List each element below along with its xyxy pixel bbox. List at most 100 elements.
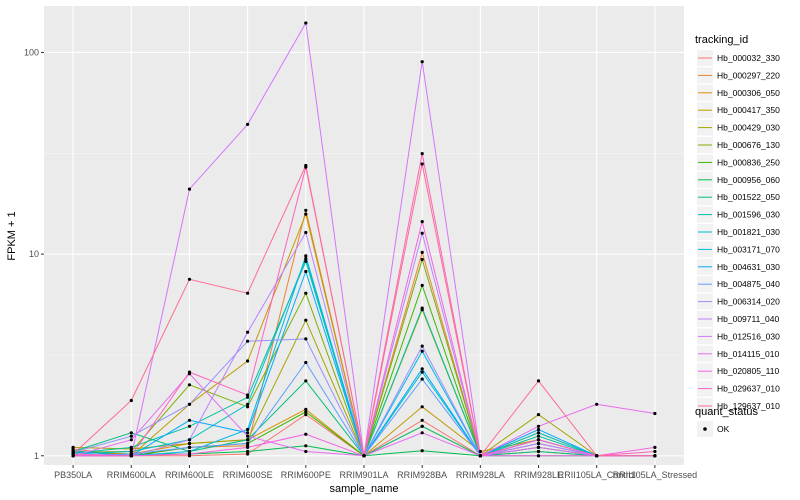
x-tick-label: RRIM928BA: [397, 470, 447, 480]
data-point: [304, 230, 308, 235]
x-tick-label: RRIM928LA: [456, 470, 505, 480]
data-point: [420, 250, 424, 254]
data-point: [595, 454, 599, 458]
legend-label: Hb_006314_020: [717, 297, 780, 307]
data-point: [420, 424, 424, 428]
legend-label: Hb_004875_040: [717, 279, 780, 289]
data-point: [536, 379, 541, 383]
data-point: [246, 393, 250, 397]
data-point: [420, 220, 424, 224]
data-point: [362, 454, 366, 458]
data-point: [420, 283, 424, 287]
legend-label: Hb_004631_030: [717, 262, 780, 272]
data-point: [246, 452, 250, 456]
data-point: [129, 454, 133, 458]
data-point: [653, 454, 657, 458]
data-point: [304, 432, 308, 436]
y-tick-label: 100: [24, 47, 39, 57]
data-point: [129, 434, 133, 438]
x-tick-label: RRII105LA_Control: [558, 470, 636, 480]
data-point: [304, 360, 308, 365]
data-point: [420, 418, 424, 422]
legend-label: Hb_000429_030: [717, 123, 780, 133]
data-point: [420, 349, 424, 353]
data-point: [304, 259, 308, 263]
legend2-title: quant_status: [695, 406, 758, 418]
data-point: [246, 359, 250, 363]
data-point: [304, 269, 308, 274]
data-point: [129, 445, 133, 449]
legend-label: Hb_029637_010: [717, 384, 780, 394]
legend-label: Hb_020805_110: [717, 366, 780, 376]
data-point: [536, 449, 541, 454]
data-point: [304, 337, 308, 341]
data-point: [536, 431, 541, 435]
data-point: [478, 449, 482, 454]
data-point: [420, 377, 424, 381]
legend-label: Hb_000676_130: [717, 140, 780, 150]
data-point: [246, 291, 250, 295]
data-point: [304, 208, 308, 212]
data-point: [420, 162, 424, 166]
data-point: [187, 445, 192, 449]
data-point: [187, 449, 192, 454]
legend-label: Hb_009711_040: [717, 314, 780, 324]
data-point: [536, 427, 541, 432]
data-point: [420, 344, 424, 348]
data-point: [246, 449, 250, 454]
data-point: [246, 427, 250, 432]
data-point: [187, 424, 192, 428]
data-point: [420, 231, 424, 235]
data-point: [246, 402, 250, 406]
data-point: [536, 413, 541, 417]
x-tick-label: RRIM600LA: [107, 470, 156, 480]
data-point: [187, 187, 192, 191]
data-point: [187, 418, 192, 422]
legend-label: Hb_001596_030: [717, 210, 780, 220]
data-point: [187, 383, 192, 387]
data-point: [653, 411, 657, 416]
x-tick-label: RRIM928LE: [514, 470, 563, 480]
x-tick-label: RRIM901LA: [339, 470, 388, 480]
data-point: [71, 452, 75, 456]
x-tick-label: RRII105LA_Stressed: [613, 470, 698, 480]
y-tick-label: 10: [29, 249, 39, 259]
data-point: [304, 21, 308, 25]
data-point: [129, 449, 133, 454]
data-point: [246, 431, 250, 435]
legend-label: Hb_000956_060: [717, 175, 780, 185]
data-point: [246, 438, 250, 442]
data-point: [246, 339, 250, 343]
legend-label: Hb_000297_220: [717, 70, 780, 80]
data-point: [246, 441, 250, 446]
legend-label: Hb_001522_050: [717, 192, 780, 202]
data-point: [71, 445, 75, 449]
legend-label: Hb_000836_250: [717, 157, 780, 167]
legend-label: Hb_012516_030: [717, 331, 780, 341]
data-point: [420, 431, 424, 435]
legend-label: Hb_129637_010: [717, 401, 780, 411]
x-tick-label: RRIM600LE: [165, 470, 214, 480]
data-point: [304, 318, 308, 322]
legend: tracking_id Hb_000032_330Hb_000297_220Hb…: [695, 34, 780, 437]
data-point: [187, 452, 192, 456]
data-point: [187, 370, 192, 374]
data-point: [420, 367, 424, 371]
data-point: [536, 438, 541, 442]
data-points: [71, 21, 657, 458]
data-point: [536, 424, 541, 428]
data-point: [187, 441, 192, 446]
data-point: [420, 449, 424, 453]
data-point: [653, 449, 657, 454]
data-point: [129, 398, 133, 403]
data-point: [653, 445, 657, 449]
x-axis-ticks: PB350LA RRIM600LA RRIM600LE RRIM600SE RRIM60…: [54, 465, 697, 480]
data-point: [536, 434, 541, 438]
data-point: [304, 291, 308, 295]
data-point: [304, 410, 308, 414]
data-point: [246, 395, 250, 399]
data-point: [304, 379, 308, 383]
legend-label: Hb_014115_010: [717, 349, 780, 359]
y-axis-title: FPKM + 1: [6, 211, 18, 260]
data-point: [595, 402, 599, 406]
